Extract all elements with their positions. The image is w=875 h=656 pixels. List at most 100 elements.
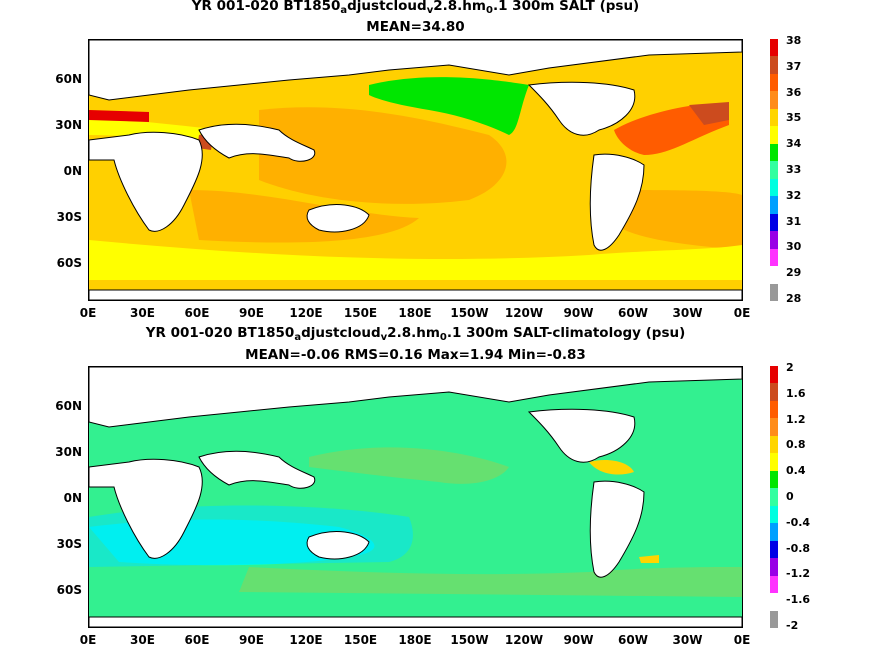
colorbar-swatch (770, 366, 778, 384)
lon-tick-label: 90W (563, 633, 594, 647)
colorbar-swatch (770, 126, 778, 145)
colorbar-swatch (770, 231, 778, 250)
lon-tick-label: 150W (450, 306, 489, 320)
panel2-anomaly-map (88, 366, 743, 628)
colorbar-swatch (770, 383, 778, 402)
lon-tick-label: 90E (239, 633, 264, 647)
colorbar-tick-label: 37 (786, 59, 802, 73)
colorbar-swatch (770, 248, 778, 267)
colorbar-swatch (770, 558, 778, 577)
colorbar-swatch (770, 453, 778, 472)
colorbar-swatch (770, 505, 778, 524)
lon-tick-label: 0E (733, 306, 751, 320)
lon-tick-label: 0E (79, 633, 97, 647)
colorbar-tick-label: 30 (786, 240, 802, 254)
colorbar-tick-label: 0.4 (786, 464, 806, 478)
lon-tick-label: 150E (343, 633, 378, 647)
colorbar-swatch (770, 161, 778, 180)
lat-tick-label: 0N (63, 164, 82, 178)
colorbar-swatch (770, 266, 778, 285)
colorbar-tick-label: -0.8 (786, 541, 811, 555)
colorbar-swatch (770, 418, 778, 437)
colorbar-swatch (770, 470, 778, 489)
colorbar-swatch (770, 283, 778, 302)
lon-tick-label: 30E (130, 306, 155, 320)
colorbar-swatch (770, 91, 778, 110)
lon-tick-label: 60E (184, 306, 210, 320)
colorbar-swatch (770, 540, 778, 559)
colorbar-tick-label: -1.6 (786, 593, 811, 607)
colorbar-tick-label: 35 (786, 111, 802, 125)
north-pacific-fresh-patch (369, 77, 529, 135)
lon-tick-label: 150W (450, 633, 489, 647)
south-indian-band (189, 190, 419, 243)
lon-tick-label: 120W (504, 306, 544, 320)
colorbar-tick-label: 34 (786, 137, 802, 151)
colorbar-tick-label: 33 (786, 163, 802, 176)
colorbar-tick-label: 31 (786, 214, 802, 228)
colorbar-tick-label: 38 (786, 34, 802, 47)
lat-tick-label: 30S (56, 210, 82, 224)
panel1-colorbar (770, 39, 778, 302)
land-masks (89, 367, 742, 627)
colorbar-tick-label: -0.4 (786, 515, 811, 529)
lon-tick-label: 120W (504, 633, 544, 647)
colorbar-tick-label: 1.2 (786, 412, 806, 426)
panel2-colorbar (770, 366, 778, 629)
panel2-subtitle: MEAN=-0.06 RMS=0.16 Max=1.94 Min=-0.83 (245, 347, 586, 363)
lon-tick-label: 60W (618, 306, 648, 320)
lat-tick-label: 30N (55, 118, 82, 132)
colorbar-swatch (770, 178, 778, 197)
lat-tick-label: 0N (63, 491, 82, 505)
panel1-subtitle: MEAN=34.80 (366, 19, 465, 35)
southern-green-band (239, 567, 742, 597)
colorbar-swatch (770, 56, 778, 75)
lon-tick-label: 90E (239, 306, 264, 320)
south-atlantic-positive (639, 555, 659, 563)
lon-tick-label: 120E (289, 633, 323, 647)
colorbar-swatch (770, 108, 778, 127)
colorbar-swatch (770, 610, 778, 629)
lon-tick-label: 180E (398, 633, 432, 647)
colorbar-tick-label: 36 (786, 85, 802, 99)
colorbar-tick-label: 2 (786, 361, 794, 374)
colorbar-swatch (770, 73, 778, 92)
panel1-salinity-map (88, 39, 743, 301)
colorbar-swatch (770, 575, 778, 594)
lon-tick-label: 60E (184, 633, 210, 647)
panel1-title: YR 001-020 BT1850adjustcloudv2.8.hm0.1 3… (191, 0, 640, 16)
colorbar-swatch (770, 400, 778, 419)
colorbar-tick-label: 1.6 (786, 386, 806, 400)
lon-tick-label: 30E (130, 633, 155, 647)
lon-tick-label: 120E (289, 306, 323, 320)
panel2-title: YR 001-020 BT1850adjustcloudv2.8.hm0.1 3… (145, 325, 686, 343)
colorbar-tick-label: 28 (786, 292, 802, 305)
colorbar-tick-label: 29 (786, 266, 802, 280)
north-pacific-green (309, 447, 509, 484)
lat-tick-label: 30N (55, 445, 82, 459)
colorbar-tick-label: 32 (786, 188, 802, 202)
lon-tick-label: 30W (672, 633, 703, 647)
colorbar-swatch (770, 593, 778, 612)
lon-tick-label: 30W (672, 306, 703, 320)
colorbar-tick-label: -1.2 (786, 567, 811, 581)
colorbar-swatch (770, 143, 778, 162)
lon-tick-label: 0E (733, 633, 751, 647)
south-atlantic-band (609, 190, 742, 250)
lon-tick-label: 180E (398, 306, 432, 320)
caribbean-positive (589, 460, 634, 475)
colorbar-swatch (770, 39, 778, 57)
colorbar-swatch (770, 213, 778, 232)
colorbar-swatch (770, 523, 778, 542)
tropical-high-salinity-band (259, 107, 507, 204)
colorbar-swatch (770, 488, 778, 507)
lat-tick-label: 60N (55, 72, 82, 86)
lat-tick-label: 60S (56, 256, 82, 270)
colorbar-tick-label: 0.8 (786, 438, 806, 452)
lon-tick-label: 0E (79, 306, 97, 320)
lat-tick-label: 60S (56, 583, 82, 597)
lat-tick-label: 30S (56, 537, 82, 551)
colorbar-tick-label: -2 (786, 619, 799, 632)
lon-tick-label: 90W (563, 306, 594, 320)
colorbar-swatch (770, 196, 778, 215)
